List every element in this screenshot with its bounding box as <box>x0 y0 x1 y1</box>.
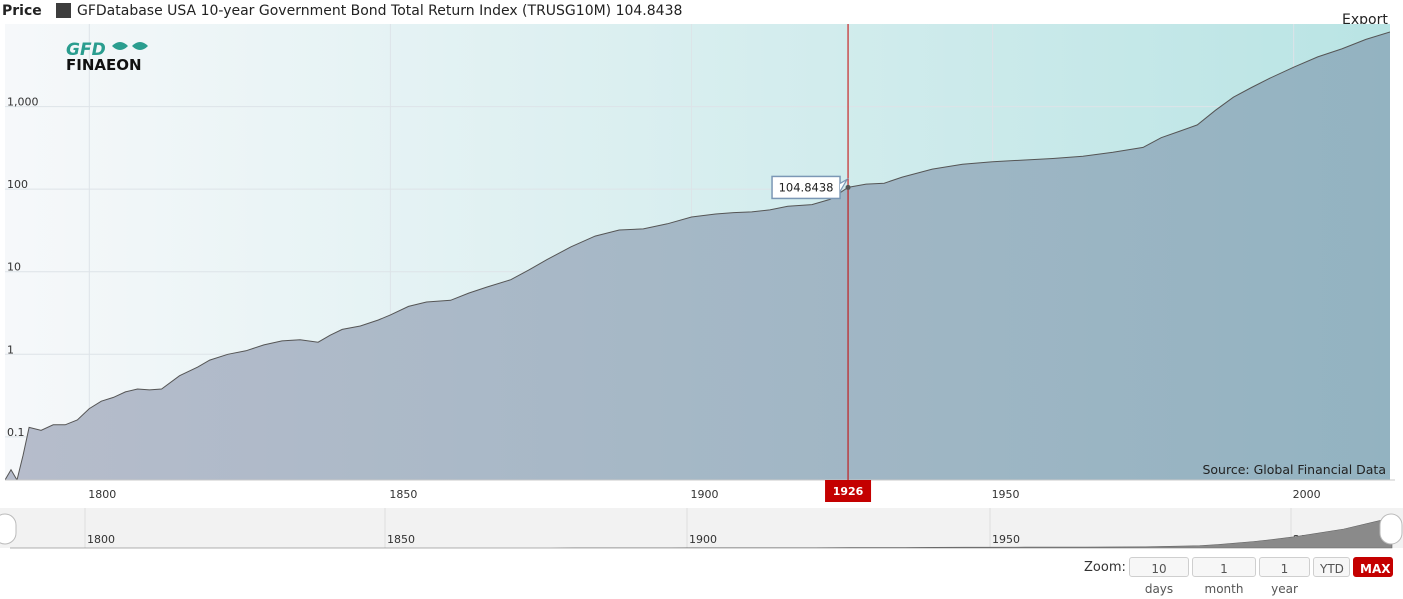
series-area-fill <box>5 32 1390 480</box>
navigator-series <box>10 517 1393 549</box>
zoom-max-button[interactable]: MAX <box>1353 557 1393 577</box>
y-tick-label: 1,000 <box>7 96 39 109</box>
navigator-tick-label: 1800 <box>87 533 115 546</box>
navigator-tick-label: 1950 <box>992 533 1020 546</box>
tooltip-value: 104.8438 <box>779 180 834 194</box>
y-tick-label: 10 <box>7 261 21 274</box>
logo-finaeon-text: FINAEON <box>66 56 142 74</box>
tooltip-pointer <box>839 177 849 192</box>
y-axis-labels: 0.1 1 10 100 1,000 <box>7 96 39 439</box>
navigator-background <box>0 508 1403 548</box>
y-tick-label: 1 <box>7 343 14 356</box>
zoom-ytd-button[interactable]: YTD <box>1313 557 1350 577</box>
zoom-1-month-button[interactable]: 1 month <box>1192 557 1256 596</box>
gfd-logo: GFD FINAEON <box>66 40 148 74</box>
zoom-1-year-button[interactable]: 1 year <box>1259 557 1310 596</box>
legend-swatch[interactable] <box>56 3 71 18</box>
zoom-label: Zoom: <box>1084 560 1126 575</box>
leaf-icon <box>132 42 148 50</box>
x-axis-labels: 1800 1850 1900 1950 2000 <box>88 488 1320 501</box>
x-tick-label: 1950 <box>992 488 1020 501</box>
leaf-icon <box>112 42 128 50</box>
series-line <box>5 31 1390 480</box>
navigator-right-handle <box>1379 513 1403 545</box>
legend-item[interactable]: GFDatabase USA 10-year Government Bond T… <box>77 3 683 19</box>
price-label: Price <box>2 3 42 19</box>
x-tick-label: 2000 <box>1293 488 1321 501</box>
x-tick-label: 1800 <box>88 488 116 501</box>
zoom-bar: Zoom: 10 days 1 month 1 year YTD MAX <box>0 556 1403 596</box>
logo-gfd-text: GFD <box>66 40 106 60</box>
x-tick-label: 1850 <box>389 488 417 501</box>
crosshair-year-box <box>825 480 872 502</box>
x-tick-label: 1900 <box>690 488 718 501</box>
navigator-tick-label: 1850 <box>387 533 415 546</box>
crosshair: 1926 104.8438 <box>771 24 872 502</box>
y-tick-label: 0.1 <box>7 426 25 439</box>
zoom-10-days-button[interactable]: 10 days <box>1129 557 1189 596</box>
source-label: Source: Global Financial Data <box>1202 462 1386 477</box>
y-tick-label: 100 <box>7 178 28 191</box>
chart-area[interactable]: 0.1 1 10 100 1,000 1800 1850 1900 1950 2000 GFD … <box>0 0 1403 556</box>
navigator-tick-label: 1900 <box>689 533 717 546</box>
series-area <box>5 31 1390 480</box>
navigator-left-handle <box>0 513 17 545</box>
highlight-point <box>845 184 851 190</box>
crosshair-year-label: 1926 <box>833 485 864 498</box>
